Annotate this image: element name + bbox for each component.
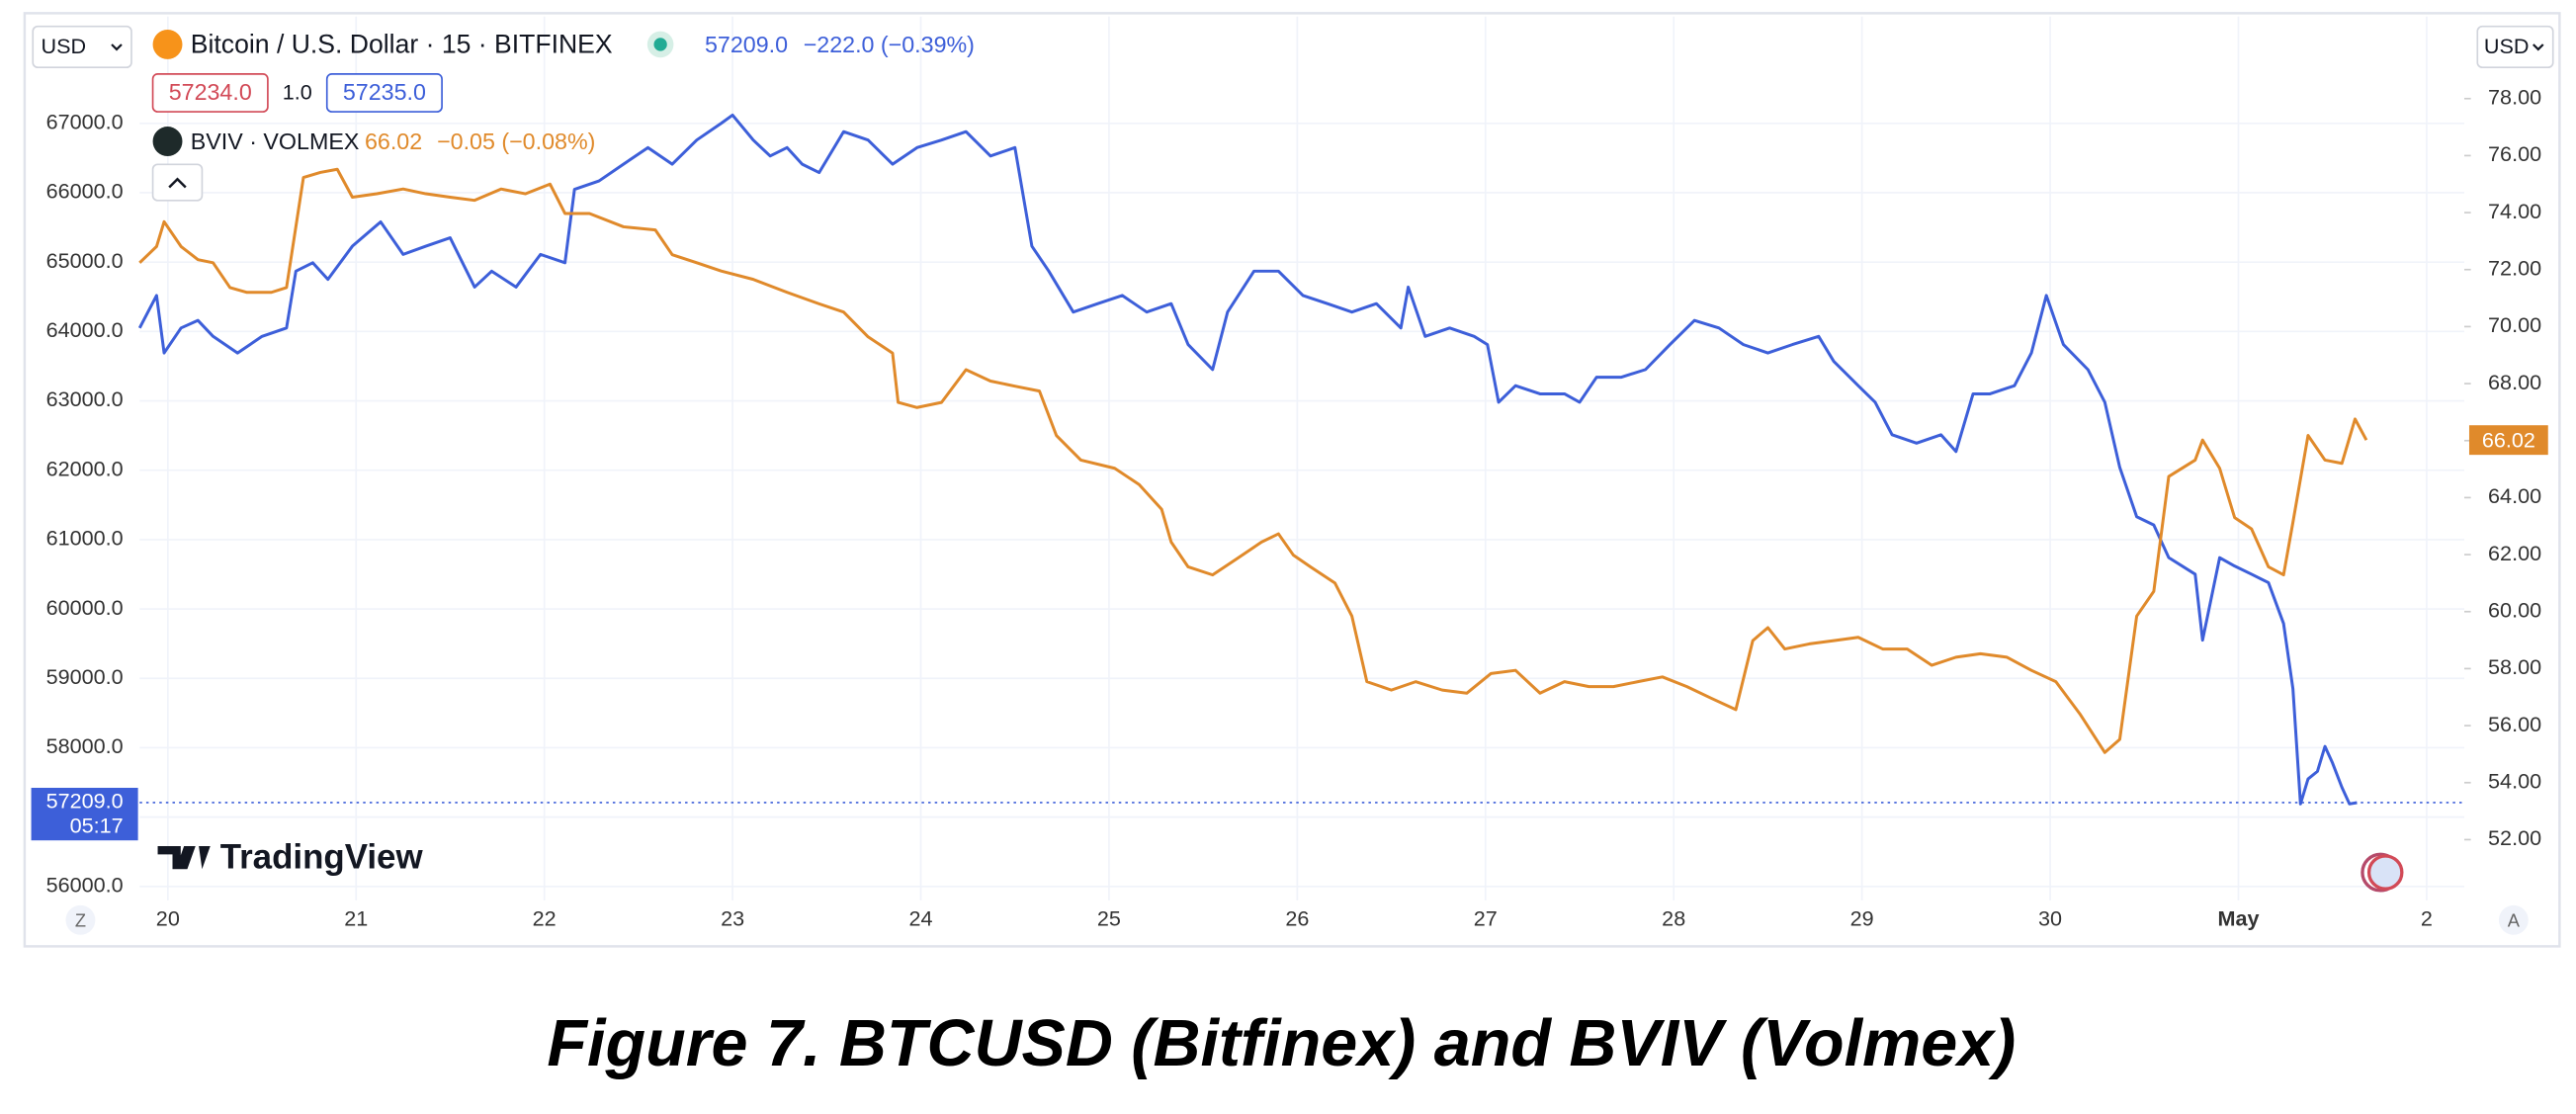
bid: 57234.0	[169, 79, 252, 105]
y-tick-label: 56000.0	[46, 873, 124, 898]
y2-tick-label: 68.00	[2488, 370, 2541, 394]
logo-icon	[157, 846, 211, 870]
series-change: −222.0 (−0.39%)	[804, 32, 975, 57]
currency-select[interactable]	[32, 25, 132, 69]
x-tick-label: 29	[1850, 906, 1874, 931]
y2-tick-label: 54.00	[2488, 768, 2541, 793]
x-tick-label: 26	[1285, 906, 1309, 931]
y2-tick-label: 52.00	[2488, 825, 2541, 850]
series-name: BVIV · VOLMEX	[191, 129, 360, 154]
x-tick-label: 23	[721, 906, 744, 931]
y2-tick-label: 62.00	[2488, 541, 2541, 565]
watermark: TradingView	[220, 838, 424, 877]
x-tick-label: 24	[909, 906, 933, 931]
y-tick-label: 61000.0	[46, 526, 124, 551]
series-last: 66.02	[365, 129, 422, 154]
y-tick-label: 66000.0	[46, 179, 124, 204]
currency-left: USD	[42, 34, 87, 58]
button-a: A	[2508, 909, 2521, 930]
grid	[139, 16, 2464, 900]
ask: 57235.0	[343, 79, 426, 105]
x-tick-label: 21	[344, 906, 368, 931]
event-icon[interactable]	[2366, 854, 2404, 891]
btc-icon	[152, 30, 183, 59]
y-tick-label: 59000.0	[46, 664, 124, 689]
y-tick-label: 65000.0	[46, 248, 124, 273]
series-line	[137, 113, 2358, 806]
collapse-icon	[168, 177, 187, 189]
series-line	[138, 167, 2368, 754]
y2-tick-label: 56.00	[2488, 712, 2541, 736]
caption: Figure 7. BTCUSD (Bitfinex) and BVIV (Vo…	[547, 1007, 2016, 1080]
status-dot	[653, 38, 667, 51]
x-tick-label: 20	[156, 906, 180, 931]
price-tag-time: 05:17	[70, 814, 124, 838]
chart-frame	[23, 12, 2561, 948]
x-tick-label: 30	[2038, 906, 2062, 931]
bid-box[interactable]	[151, 73, 269, 113]
button-bg[interactable]	[2498, 904, 2529, 935]
currency-select-right[interactable]	[2476, 25, 2554, 69]
y2-tick-label: 60.00	[2488, 597, 2541, 622]
price-tag	[31, 788, 138, 841]
y-tick-label: 63000.0	[46, 386, 124, 411]
price-tag	[2468, 425, 2548, 456]
series-name: Bitcoin / U.S. Dollar · 15 · BITFINEX	[191, 30, 613, 59]
y-tick-label: 58000.0	[46, 733, 124, 758]
y2-tick-label: 76.00	[2488, 141, 2541, 166]
y-tick-label: 60000.0	[46, 595, 124, 620]
x-tick-label: 27	[1474, 906, 1498, 931]
chevron	[111, 43, 123, 51]
y2-tick-label: 74.00	[2488, 199, 2541, 223]
x-tick-label: 25	[1097, 906, 1121, 931]
ask-box[interactable]	[325, 73, 443, 113]
bviv-icon	[152, 127, 183, 156]
currency-right: USD	[2484, 34, 2530, 58]
y2-tick-label: 58.00	[2488, 654, 2541, 679]
x-tick-label: 28	[1662, 906, 1685, 931]
y2-tick-label: 72.00	[2488, 255, 2541, 280]
plot	[137, 113, 2464, 806]
series-last: 57209.0	[705, 32, 788, 57]
price-tag-label: 66.02	[2482, 428, 2535, 453]
collapse-button[interactable]	[151, 163, 204, 202]
y2-tick-label: 78.00	[2488, 84, 2541, 109]
y-tick-label: 62000.0	[46, 456, 124, 480]
spread: 1.0	[283, 80, 312, 105]
y2-tick-label: 70.00	[2488, 312, 2541, 337]
axes: 2021222324252627282930May256000.057000.0…	[31, 84, 2548, 931]
price-tag-label: 57209.0	[46, 789, 124, 814]
chevron	[2533, 43, 2544, 51]
y2-tick-label: 64.00	[2488, 483, 2541, 508]
x-tick-label: 2	[2421, 906, 2433, 931]
series-change: −0.05 (−0.08%)	[437, 129, 595, 154]
button-z: Z	[75, 909, 86, 930]
y-tick-label: 64000.0	[46, 317, 124, 342]
y-tick-label: 67000.0	[46, 109, 124, 133]
x-tick-label: May	[2217, 906, 2259, 931]
button-bg[interactable]	[65, 904, 96, 935]
x-tick-label: 22	[533, 906, 557, 931]
